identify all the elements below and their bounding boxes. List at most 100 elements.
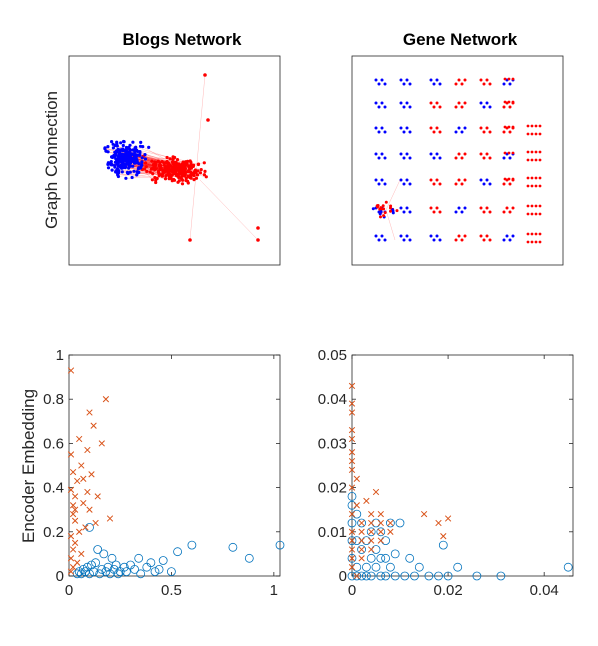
- network-node-blue: [128, 143, 132, 147]
- gene-node: [485, 101, 489, 105]
- data-point-cross: [348, 546, 356, 553]
- gene-node-blue: [374, 78, 378, 82]
- gene-node-blue: [383, 156, 387, 160]
- data-point-circle: [76, 569, 86, 579]
- gene-node-blue: [380, 178, 384, 182]
- data-point-cross: [348, 409, 356, 416]
- data-point-cross: [358, 519, 365, 527]
- gene-node-red: [507, 177, 511, 181]
- gene-node: [463, 234, 467, 238]
- data-point-circle: [111, 560, 121, 570]
- gene-node-blue: [405, 206, 409, 210]
- network-node-blue: [140, 163, 144, 167]
- data-point-circle: [366, 553, 376, 563]
- gene-node-red: [534, 124, 538, 128]
- network-node-red: [202, 161, 206, 165]
- network-edge: [115, 170, 170, 173]
- network-node-red: [186, 179, 190, 183]
- network-node-blue: [147, 145, 151, 149]
- gene-node: [460, 130, 464, 134]
- network-node-red: [175, 158, 180, 162]
- data-point-circle: [97, 565, 107, 574]
- gene-node: [460, 105, 464, 109]
- gene-node: [508, 82, 512, 86]
- gene-node: [429, 152, 433, 156]
- network-node-blue: [122, 139, 126, 144]
- y-tick-label: 0.04: [318, 391, 347, 408]
- gene-node: [479, 126, 483, 130]
- data-point-cross: [84, 488, 91, 496]
- data-point-cross: [440, 533, 447, 540]
- network-node-blue: [122, 162, 126, 167]
- gene-node-red: [526, 176, 530, 180]
- network-node-red: [256, 238, 260, 242]
- data-point-cross: [67, 533, 75, 540]
- gene-node-blue: [374, 234, 378, 238]
- network-node-blue: [134, 145, 138, 149]
- gene-node: [463, 126, 467, 130]
- network-node-red: [191, 164, 195, 168]
- data-point-cross: [444, 515, 452, 522]
- network-node-blue: [113, 164, 117, 168]
- gene-node: [488, 130, 492, 134]
- network-node-blue: [110, 140, 114, 144]
- data-point-cross: [368, 510, 375, 518]
- data-point-cross: [348, 382, 356, 390]
- network-node-red: [165, 155, 169, 160]
- network-node-blue: [135, 173, 139, 177]
- network-edge: [134, 148, 159, 162]
- gene-node: [488, 238, 492, 242]
- gene-node-blue: [402, 238, 406, 242]
- data-point-circle: [101, 567, 111, 576]
- network-node-red: [188, 238, 192, 242]
- network-node-red: [176, 180, 180, 184]
- gene-node-red: [530, 212, 534, 216]
- gene-node: [435, 101, 439, 105]
- network-node-blue: [140, 160, 144, 164]
- data-point-circle: [366, 527, 376, 537]
- data-point-circle: [376, 553, 386, 563]
- gene-node-red: [534, 132, 538, 136]
- data-point-cross: [358, 528, 365, 535]
- network-node-blue: [135, 170, 139, 174]
- gene-node-blue: [383, 130, 387, 134]
- gene-node: [502, 156, 506, 160]
- gene-node-blue: [377, 182, 381, 186]
- network-node-red: [196, 169, 200, 173]
- data-point-circle: [357, 545, 367, 554]
- gene-node-red: [538, 212, 542, 216]
- network-node-blue: [130, 175, 134, 180]
- network-node-red: [196, 162, 201, 166]
- gene-node-red: [534, 150, 538, 154]
- gene-node: [508, 156, 512, 160]
- network-node-blue: [119, 154, 123, 159]
- gene-node-blue: [402, 156, 406, 160]
- network-node-blue: [117, 169, 121, 173]
- network-node-red: [188, 159, 192, 163]
- gene-node: [502, 130, 506, 134]
- network-node-red: [163, 177, 168, 181]
- gene-node: [488, 210, 492, 214]
- gene-node-red: [534, 240, 538, 244]
- data-point-circle: [244, 553, 254, 563]
- network-node-red: [192, 178, 196, 182]
- data-point-circle: [154, 565, 164, 574]
- gene-node: [429, 234, 433, 238]
- gene-node-red: [534, 184, 538, 188]
- gene-node: [482, 238, 486, 242]
- network-node-red: [148, 170, 152, 174]
- gene-node: [479, 78, 483, 82]
- network-node-red: [180, 177, 184, 181]
- data-point-circle: [158, 556, 168, 565]
- data-point-circle: [134, 553, 144, 563]
- blogs-network-plot: [103, 73, 260, 242]
- gene-network-title: Gene Network: [403, 30, 518, 49]
- data-point-circle: [91, 558, 100, 568]
- gene-node: [479, 101, 483, 105]
- network-node-red: [174, 168, 178, 172]
- network-edge: [117, 173, 170, 179]
- network-node-red: [156, 159, 160, 163]
- gene-node: [485, 78, 489, 82]
- gene-node: [463, 206, 467, 210]
- network-node-red: [206, 118, 210, 122]
